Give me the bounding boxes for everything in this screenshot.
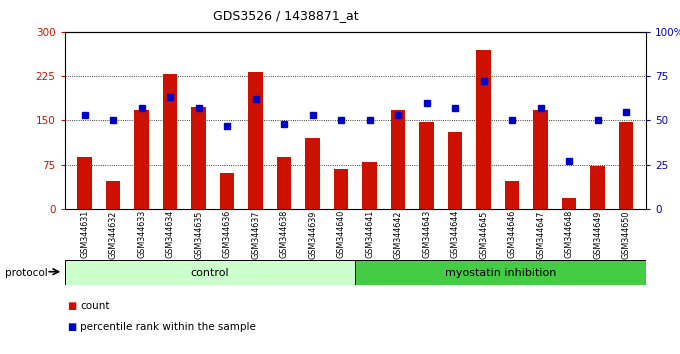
Bar [590, 166, 605, 209]
Bar [619, 121, 633, 209]
Bar [248, 72, 262, 209]
Bar [277, 157, 291, 209]
Text: ■: ■ [67, 322, 76, 332]
Bar [533, 110, 547, 209]
Bar [362, 162, 377, 209]
Bar [562, 198, 576, 209]
Bar [163, 74, 177, 209]
Bar [106, 181, 120, 209]
Bar [220, 173, 234, 209]
Bar [192, 107, 205, 209]
Bar [305, 138, 320, 209]
Bar [334, 169, 348, 209]
Text: ■: ■ [67, 301, 76, 311]
Bar [356, 260, 646, 285]
Bar [420, 121, 434, 209]
Text: count: count [80, 301, 109, 311]
Bar [65, 260, 355, 285]
Text: GDS3526 / 1438871_at: GDS3526 / 1438871_at [213, 9, 358, 22]
Bar [448, 132, 462, 209]
Text: myostatin inhibition: myostatin inhibition [445, 268, 556, 278]
Text: protocol: protocol [5, 268, 48, 278]
Text: control: control [190, 268, 229, 278]
Bar [505, 181, 519, 209]
Bar [135, 110, 149, 209]
Text: percentile rank within the sample: percentile rank within the sample [80, 322, 256, 332]
Bar [391, 110, 405, 209]
Bar [477, 50, 491, 209]
Bar [78, 157, 92, 209]
